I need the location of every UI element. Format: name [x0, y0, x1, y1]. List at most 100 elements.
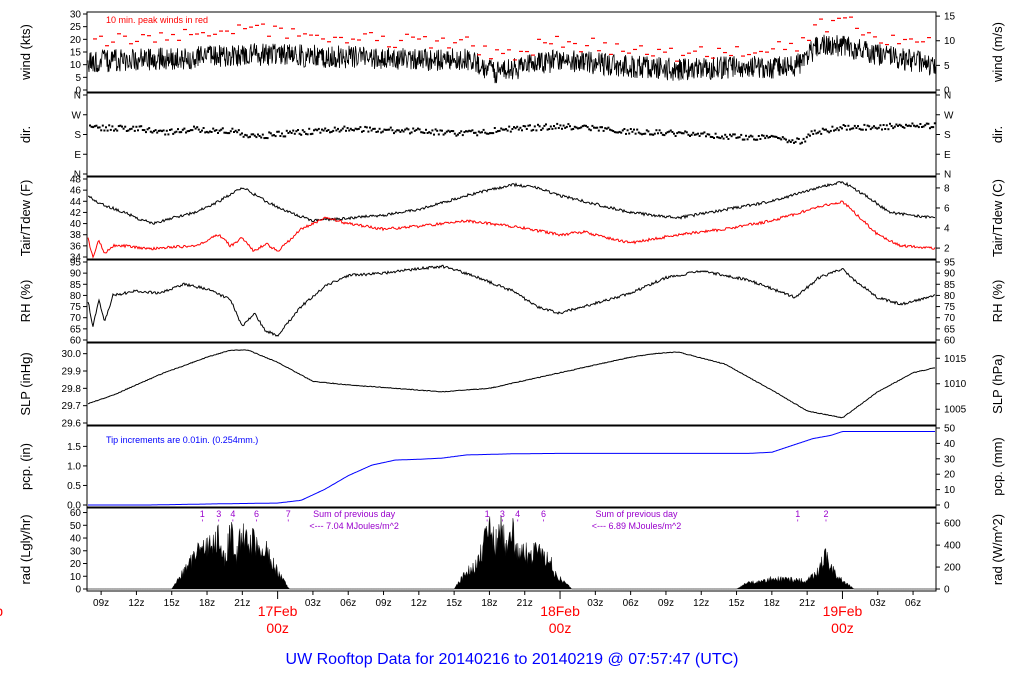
direction-point [348, 129, 351, 132]
direction-point [194, 127, 197, 130]
direction-point [580, 126, 583, 129]
direction-point [794, 140, 797, 143]
direction-point [618, 130, 621, 133]
direction-point [501, 128, 504, 131]
ylabel-right-pcp: pcp. (mm) [990, 437, 1005, 496]
xtick-label: 09z [375, 598, 391, 609]
direction-point [474, 131, 477, 134]
direction-point [193, 125, 195, 128]
direction-point [826, 130, 829, 133]
direction-point [751, 135, 754, 138]
direction-point [820, 132, 823, 135]
direction-point [810, 130, 813, 133]
direction-point [517, 128, 520, 131]
ytick-label-temp: 36 [70, 241, 82, 252]
direction-point [252, 133, 255, 136]
direction-point [804, 140, 807, 143]
direction-point [629, 128, 632, 130]
direction-point [922, 125, 925, 128]
direction-point [906, 124, 909, 127]
direction-point [772, 135, 775, 138]
direction-point [466, 130, 469, 133]
direction-point [253, 134, 256, 137]
direction-point [452, 130, 455, 133]
direction-point [737, 136, 739, 139]
direction-point [223, 131, 226, 134]
ytick-label-rad: 20 [70, 559, 82, 570]
direction-point [932, 126, 935, 129]
direction-point [313, 129, 315, 132]
ytick-label-rad: 0 [75, 585, 81, 596]
direction-point [442, 133, 445, 136]
direction-point [933, 122, 936, 125]
direction-point [887, 128, 890, 131]
direction-point [898, 123, 901, 126]
ytick-right-label-rh: 90 [944, 269, 956, 280]
direction-point [298, 132, 301, 135]
ytick-label-rh: 75 [70, 302, 82, 313]
direction-point [316, 129, 319, 132]
ytick-label-temp: 40 [70, 219, 82, 230]
direction-point [383, 128, 386, 131]
direction-point [372, 127, 375, 130]
direction-point [191, 129, 194, 132]
direction-point [519, 126, 522, 129]
direction-point [537, 123, 539, 126]
direction-point [514, 127, 517, 130]
direction-point [300, 133, 303, 136]
direction-point [897, 124, 899, 127]
direction-point [557, 127, 560, 129]
direction-point [567, 123, 570, 126]
direction-point [722, 137, 725, 140]
direction-point [626, 129, 629, 132]
direction-point [746, 138, 749, 141]
direction-point [231, 127, 234, 130]
direction-point [692, 131, 695, 134]
xtick-label: 09z [93, 598, 109, 609]
direction-point [585, 124, 587, 127]
direction-point [549, 125, 552, 128]
ytick-label-wind: 20 [70, 35, 82, 46]
direction-point [337, 127, 339, 130]
direction-point [706, 133, 709, 136]
direction-point [556, 122, 559, 125]
direction-point [831, 125, 834, 128]
direction-point [181, 128, 184, 131]
direction-point [122, 127, 125, 130]
direction-point [901, 126, 904, 128]
direction-point [370, 129, 373, 132]
ytick-label-rh: 60 [70, 336, 82, 347]
direction-point [682, 132, 685, 135]
direction-point [703, 131, 706, 134]
ytick-right-label-rh: 80 [944, 291, 956, 302]
direction-point [364, 125, 367, 128]
direction-point [908, 124, 911, 127]
direction-point [889, 122, 891, 125]
direction-point [493, 127, 496, 129]
direction-point [125, 130, 128, 132]
direction-point [658, 129, 661, 132]
radiation-sum-note: <--- 7.04 MJoules/m^2 [309, 521, 399, 531]
direction-point [135, 125, 138, 128]
direction-point [596, 126, 599, 129]
ytick-label-temp: 42 [70, 208, 82, 219]
direction-point [717, 136, 720, 139]
direction-point [263, 137, 266, 140]
direction-point [818, 130, 821, 133]
ytick-label-slp: 30.0 [62, 349, 82, 360]
hour-marker-tick: ' [218, 518, 220, 528]
direction-point [429, 132, 432, 135]
direction-point [420, 131, 423, 134]
direction-point [754, 138, 757, 141]
ytick-label-rh: 70 [70, 313, 82, 324]
direction-point [388, 128, 391, 131]
direction-point [213, 129, 216, 132]
ytick-right-label-wind: 10 [944, 36, 956, 47]
direction-point [271, 134, 274, 137]
direction-point [681, 132, 683, 135]
direction-point [473, 131, 475, 134]
direction-point [861, 128, 864, 131]
direction-point [565, 125, 568, 128]
direction-point [817, 131, 819, 134]
direction-point [236, 131, 239, 134]
